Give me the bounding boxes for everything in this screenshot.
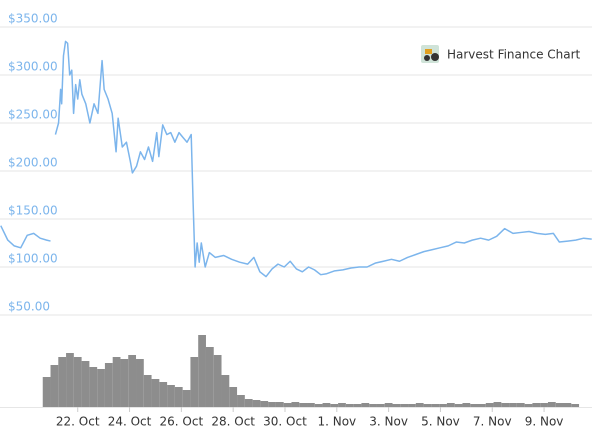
volume-bar: [120, 359, 129, 407]
volume-bar: [260, 401, 269, 407]
volume-bar: [392, 404, 401, 407]
x-tick-label: 30. Oct: [263, 415, 307, 429]
x-tick-label: 3. Nov: [369, 415, 408, 429]
volume-bar: [478, 404, 486, 407]
volume-bar: [524, 404, 533, 407]
volume-bar: [314, 404, 323, 407]
volume-bar: [431, 404, 440, 407]
volume-bar: [237, 395, 245, 407]
x-tick-label: 1. Nov: [317, 415, 356, 429]
volume-bar: [322, 403, 331, 407]
volume-bar: [423, 404, 432, 407]
volume-bar: [563, 403, 572, 407]
y-tick-label: $350.00: [8, 12, 58, 26]
volume-bar: [151, 379, 160, 407]
volume-bars: [42, 335, 580, 407]
volume-bar: [571, 404, 580, 407]
x-tick-label: 24. Oct: [108, 415, 152, 429]
volume-bar: [128, 355, 137, 407]
volume-bar: [540, 403, 548, 407]
volume-bar: [252, 400, 261, 407]
volume-bar: [190, 357, 199, 407]
y-tick-label: $100.00: [8, 252, 58, 266]
volume-bar: [275, 402, 284, 407]
volume-bar: [221, 375, 230, 407]
volume-bar: [408, 404, 416, 407]
legend-label: Harvest Finance Chart: [447, 48, 581, 62]
volume-bar: [345, 404, 354, 407]
y-tick-label: $150.00: [8, 204, 58, 218]
volume-bar: [159, 382, 168, 407]
volume-bar: [338, 403, 346, 407]
volume-bar: [244, 399, 253, 407]
volume-bar: [268, 402, 276, 407]
volume-bar: [205, 347, 214, 407]
price-line: [0, 40, 592, 278]
volume-bar: [112, 357, 121, 407]
volume-bar: [446, 403, 455, 407]
volume-bar: [516, 403, 525, 407]
volume-bar: [501, 403, 510, 407]
volume-bar: [353, 404, 362, 407]
volume-bar: [167, 385, 175, 407]
volume-bar: [532, 403, 541, 407]
legend: Harvest Finance Chart: [421, 45, 581, 63]
volume-bar: [198, 335, 206, 407]
volume-bar: [97, 369, 105, 407]
volume-bar: [50, 365, 59, 407]
grid: [0, 26, 592, 316]
volume-bar: [291, 402, 300, 407]
volume-bar: [136, 359, 144, 407]
legend-icon-part: [431, 53, 439, 61]
x-tick-label: 22. Oct: [56, 415, 100, 429]
volume-bar: [493, 402, 502, 407]
legend-icon-part: [425, 49, 432, 54]
volume-bar: [58, 357, 67, 407]
volume-bar: [307, 403, 315, 407]
volume-bar: [470, 404, 479, 407]
x-tick-label: 7. Nov: [473, 415, 512, 429]
volume-bar: [415, 403, 424, 407]
y-tick-label: $300.00: [8, 60, 58, 74]
volume-bar: [376, 404, 385, 407]
volume-bar: [361, 403, 370, 407]
price-line: [0, 40, 592, 278]
volume-bar: [143, 375, 152, 407]
volume-bar: [174, 387, 183, 407]
volume-bar: [299, 403, 308, 407]
volume-bar: [229, 387, 238, 407]
y-tick-label: $200.00: [8, 156, 58, 170]
x-tick-label: 9. Nov: [525, 415, 564, 429]
volume-bar: [509, 403, 517, 407]
y-tick-label: $50.00: [8, 300, 50, 314]
volume-bar: [182, 390, 191, 407]
x-tick-label: 5. Nov: [421, 415, 460, 429]
volume-bar: [89, 367, 98, 407]
volume-bar: [104, 363, 113, 407]
volume-bar: [330, 404, 339, 407]
volume-bar: [547, 402, 556, 407]
volume-bar: [454, 404, 463, 407]
volume-bar: [439, 404, 447, 407]
volume-bar: [384, 403, 393, 407]
volume-bar: [400, 404, 409, 407]
volume-bar: [73, 357, 82, 407]
y-tick-label: $250.00: [8, 108, 58, 122]
volume-bar: [555, 403, 564, 407]
volume-bar: [42, 377, 51, 407]
volume-bar: [213, 355, 222, 407]
volume-bar: [66, 353, 74, 407]
volume-bar: [369, 404, 377, 407]
volume-bar: [462, 403, 471, 407]
legend-icon-part: [424, 55, 430, 61]
volume-bar: [283, 403, 292, 407]
volume-bar: [485, 403, 494, 407]
x-tick-label: 26. Oct: [160, 415, 204, 429]
x-tick-label: 28. Oct: [211, 415, 255, 429]
volume-bar: [81, 361, 90, 407]
axes: $350.00 $300.00 $250.00 $200.00 $150.00 $100.…: [0, 12, 592, 429]
